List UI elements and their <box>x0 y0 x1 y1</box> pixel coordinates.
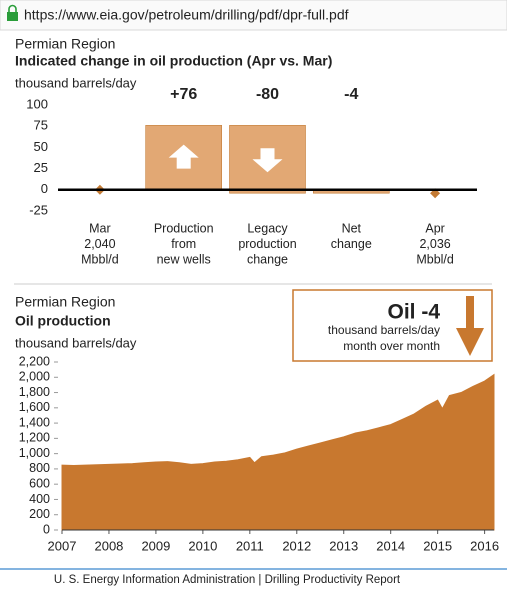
y-tick-label: 2,200 <box>19 354 50 368</box>
y-tick-label: 25 <box>34 160 48 175</box>
y-tick-label: 600 <box>29 476 50 490</box>
y-axis-label: thousand barrels/day <box>15 75 137 90</box>
callout-text: month over month <box>343 339 440 353</box>
x-tick-label: change <box>331 237 372 251</box>
x-tick-label: 2008 <box>94 538 123 553</box>
x-tick-label: 2014 <box>376 538 405 553</box>
region: Permian Region <box>15 36 115 52</box>
x-tick-label: Mbbl/d <box>416 252 454 266</box>
y-tick-label: 75 <box>34 118 48 133</box>
y-tick-label: 0 <box>43 522 50 536</box>
chart-title: Indicated change in oil production (Apr … <box>15 53 332 69</box>
arrow-icon <box>168 144 199 169</box>
x-tick-label: 2,040 <box>84 237 115 251</box>
address-bar <box>0 0 507 31</box>
x-tick-label: production <box>238 237 296 251</box>
url[interactable]: https://www.eia.gov/petroleum/drilling/p… <box>24 7 349 23</box>
x-tick-label: Apr <box>425 221 444 235</box>
x-tick-label: 2012 <box>282 538 311 553</box>
y-tick-label: 1,200 <box>19 431 50 445</box>
x-tick-label: Mbbl/d <box>81 252 119 266</box>
y-tick-label: 200 <box>29 507 50 521</box>
value-label: -4 <box>344 86 358 103</box>
y-tick-label: 1,800 <box>19 385 50 399</box>
y-tick-label: 0 <box>41 181 48 196</box>
callout-box <box>292 289 493 362</box>
x-tick-label: 2015 <box>423 538 452 553</box>
x-tick-label: 2011 <box>236 538 264 553</box>
x-tick-label: change <box>247 252 288 266</box>
footer: U. S. Energy Information Administration … <box>54 574 401 586</box>
x-tick-label: 2009 <box>141 538 170 553</box>
y-tick-label: 1,600 <box>19 400 50 414</box>
y-tick-label: 1,400 <box>19 415 50 429</box>
value-label: -80 <box>256 86 279 103</box>
x-tick-label: 2016 <box>470 538 499 553</box>
y-tick-label: 400 <box>29 492 50 506</box>
x-tick-label: 2,036 <box>419 237 450 251</box>
chart-title: Oil production <box>15 313 111 329</box>
y-tick-label: 1,000 <box>19 446 50 460</box>
y-axis-label: thousand barrels/day <box>15 335 137 350</box>
x-tick-label: Net <box>342 221 362 235</box>
y-tick-label: 50 <box>34 139 48 154</box>
value-label: +76 <box>170 86 197 103</box>
x-tick-label: Production <box>154 221 214 235</box>
area <box>61 373 495 531</box>
x-tick-label: from <box>171 237 196 251</box>
y-tick-label: 800 <box>29 461 50 475</box>
y-tick-label: 2,000 <box>19 370 50 384</box>
x-tick-label: 2010 <box>188 538 217 553</box>
x-tick-label: 2007 <box>48 538 77 553</box>
x-tick-label: Mar <box>89 221 111 235</box>
callout-headline: Oil -4 <box>387 301 440 324</box>
region: Permian Region <box>15 294 115 310</box>
y-tick-label: 100 <box>26 96 48 111</box>
x-tick-label: 2013 <box>329 538 358 553</box>
arrow-icon <box>252 148 283 173</box>
lock-icon <box>7 4 18 21</box>
callout-arrow <box>456 296 484 356</box>
x-tick-label: Legacy <box>247 221 288 235</box>
x-tick-label: new wells <box>157 252 211 266</box>
y-tick-label: -25 <box>29 202 48 217</box>
callout-text: thousand barrels/day <box>328 323 440 337</box>
